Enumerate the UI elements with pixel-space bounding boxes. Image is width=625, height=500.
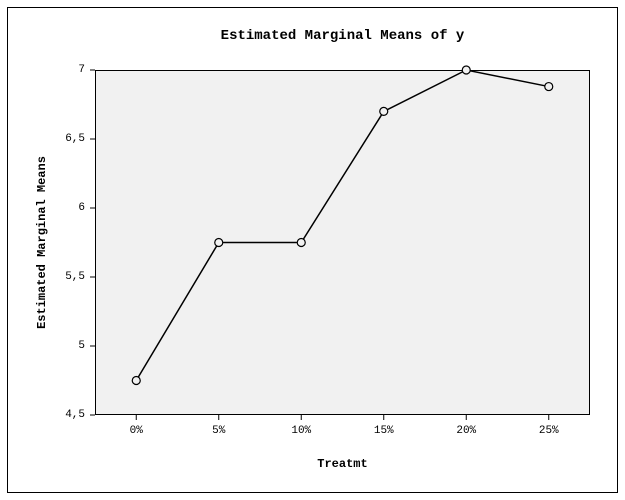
series-marker <box>545 83 553 91</box>
x-tick-label: 5% <box>212 425 225 437</box>
x-tick-label: 10% <box>291 425 311 437</box>
series-marker <box>380 107 388 115</box>
series-marker <box>297 239 305 247</box>
series-line <box>136 70 549 381</box>
y-tick-label: 5,5 <box>65 271 85 283</box>
y-tick-label: 7 <box>78 64 85 76</box>
y-axis-label: Estimated Marginal Means <box>35 70 49 415</box>
y-tick-label: 6,5 <box>65 133 85 145</box>
x-tick-label: 20% <box>456 425 476 437</box>
x-tick-label: 15% <box>374 425 394 437</box>
y-tick-label: 4,5 <box>65 409 85 421</box>
series-marker <box>132 377 140 385</box>
chart-svg <box>0 0 625 500</box>
x-axis-label: Treatmt <box>95 457 590 471</box>
x-tick-label: 0% <box>130 425 143 437</box>
series-marker <box>215 239 223 247</box>
series-marker <box>462 66 470 74</box>
y-tick-label: 6 <box>78 202 85 214</box>
y-tick-label: 5 <box>78 340 85 352</box>
x-tick-label: 25% <box>539 425 559 437</box>
